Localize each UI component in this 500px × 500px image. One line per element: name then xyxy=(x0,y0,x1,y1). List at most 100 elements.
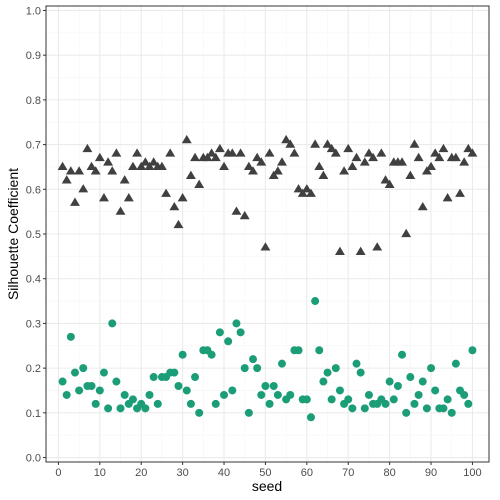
triangle-point xyxy=(214,143,225,153)
circle-point xyxy=(277,359,286,368)
circle-point xyxy=(174,382,183,390)
x-tick-label: 0 xyxy=(55,467,61,479)
circle-point xyxy=(315,346,324,355)
circle-point xyxy=(257,390,266,399)
triangle-point xyxy=(227,148,238,157)
triangle-point xyxy=(78,184,89,193)
circle-point xyxy=(327,395,336,404)
circle-point xyxy=(381,399,390,408)
circle-point xyxy=(286,390,295,399)
triangle-point xyxy=(268,170,279,180)
circle-point xyxy=(128,395,137,404)
triangle-point xyxy=(128,161,138,171)
triangle-point xyxy=(450,152,461,162)
triangle-point xyxy=(119,175,130,184)
triangle-point xyxy=(281,134,292,144)
circle-point xyxy=(418,377,427,386)
triangle-point xyxy=(442,193,453,202)
triangle-point xyxy=(310,139,321,148)
triangle-point xyxy=(459,157,470,166)
triangle-point xyxy=(355,246,366,256)
circle-point xyxy=(87,382,96,390)
circle-point xyxy=(66,332,75,341)
circle-point xyxy=(253,364,262,373)
triangle-point xyxy=(252,152,263,162)
y-tick-label: 0.1 xyxy=(26,408,41,420)
circle-point xyxy=(220,390,229,399)
triangle-point xyxy=(243,161,254,171)
circle-point xyxy=(207,350,216,359)
circle-point xyxy=(348,404,357,413)
triangle-point xyxy=(430,148,441,157)
triangle-point xyxy=(330,148,341,157)
triangle-point xyxy=(343,143,354,153)
triangle-point xyxy=(463,143,474,153)
triangle-point xyxy=(397,157,407,166)
triangle-point xyxy=(401,228,412,238)
triangle-point xyxy=(368,152,379,162)
points-layer xyxy=(57,134,478,422)
triangle-point xyxy=(194,179,205,188)
circle-point xyxy=(364,390,373,399)
circle-point xyxy=(211,399,220,408)
triangle-point xyxy=(57,161,68,171)
triangle-point xyxy=(239,210,250,220)
triangle-point xyxy=(156,161,167,171)
circle-point xyxy=(443,395,452,404)
triangle-point xyxy=(99,193,109,202)
circle-point xyxy=(360,404,369,413)
circle-point xyxy=(335,386,344,395)
triangle-point xyxy=(384,179,395,188)
triangle-point xyxy=(136,161,147,171)
circle-point xyxy=(265,399,274,408)
circle-point xyxy=(108,319,117,328)
triangle-point xyxy=(231,206,242,215)
circle-point xyxy=(331,364,340,373)
circle-point xyxy=(58,377,67,386)
triangle-point xyxy=(351,152,362,162)
triangle-point xyxy=(318,170,329,180)
circle-point xyxy=(356,368,365,377)
x-tick-label: 50 xyxy=(259,467,271,479)
circle-point xyxy=(186,399,195,408)
circle-point xyxy=(393,382,402,390)
grid-layer xyxy=(46,6,489,462)
x-tick-label: 10 xyxy=(94,467,106,479)
y-axis-title: Silhouette Coefficient xyxy=(5,168,21,300)
triangle-point xyxy=(277,157,287,166)
triangle-point xyxy=(219,161,229,171)
circle-point xyxy=(406,373,415,382)
y-tick-label: 0.9 xyxy=(26,50,41,62)
triangle-point xyxy=(413,152,424,162)
triangle-point xyxy=(161,188,172,197)
triangle-point xyxy=(417,201,428,211)
circle-point xyxy=(422,404,431,413)
circle-point xyxy=(352,359,361,368)
circle-point xyxy=(447,408,456,417)
triangle-point xyxy=(74,166,85,175)
triangle-point xyxy=(181,134,192,144)
circle-point xyxy=(62,390,71,399)
circle-point xyxy=(153,399,162,408)
triangle-point xyxy=(103,157,114,166)
triangle-point xyxy=(405,170,416,180)
circle-point xyxy=(410,399,419,408)
circle-point xyxy=(319,377,328,386)
x-axis-title: seed xyxy=(252,478,282,494)
circle-point xyxy=(145,390,154,399)
circle-point xyxy=(323,368,332,377)
triangle-point xyxy=(111,148,122,157)
circle-point xyxy=(431,386,440,395)
circle-point xyxy=(273,390,282,399)
triangle-point xyxy=(235,148,246,157)
circle-point xyxy=(460,390,469,399)
triangle-point xyxy=(306,188,316,197)
circle-point xyxy=(302,395,311,404)
triangle-point xyxy=(185,170,196,180)
circle-point xyxy=(344,395,353,404)
triangle-point xyxy=(173,219,184,229)
x-tick-label: 90 xyxy=(425,467,437,479)
y-tick-label: 0.7 xyxy=(26,140,41,152)
circle-point xyxy=(116,404,125,413)
